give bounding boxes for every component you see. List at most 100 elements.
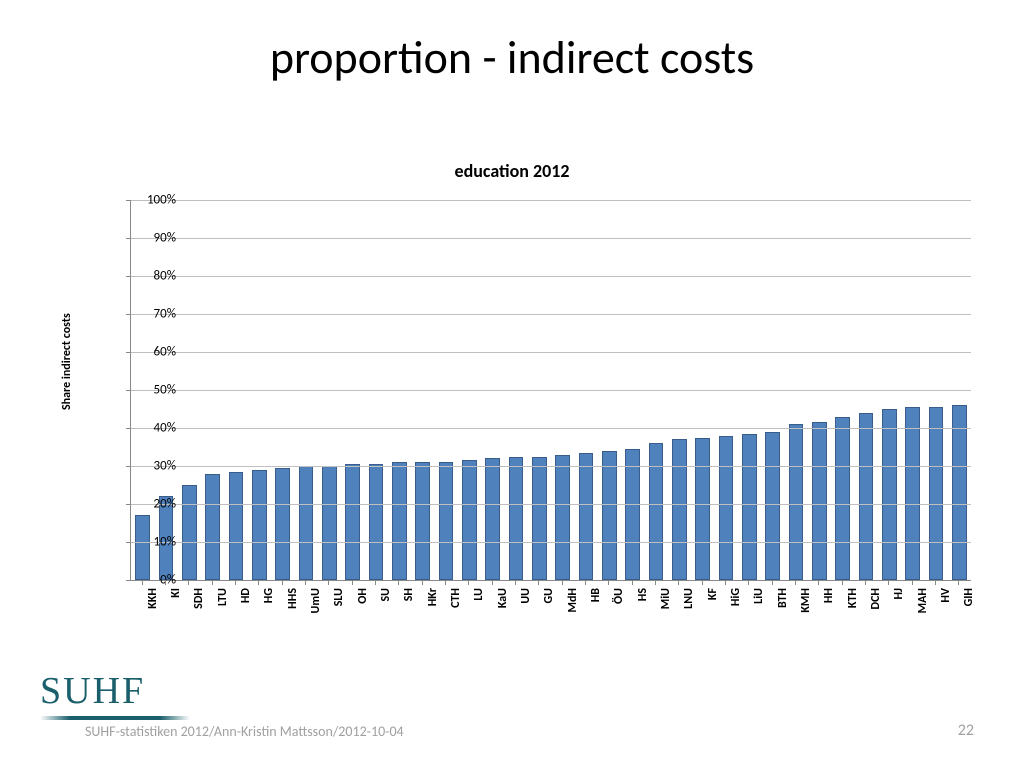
- x-tick-label: KTH: [846, 588, 860, 608]
- bar: [229, 472, 243, 580]
- bar: [719, 436, 733, 580]
- x-tick-label: HHS: [286, 588, 300, 609]
- x-tick-label: GU: [542, 588, 556, 603]
- bar: [462, 460, 476, 580]
- bar: [579, 453, 593, 580]
- grid-line: [131, 200, 971, 201]
- x-tick-mark: [655, 580, 656, 585]
- y-tick-label: 0%: [126, 573, 176, 588]
- bar: [625, 449, 639, 580]
- x-tick-label: SDH: [192, 588, 206, 609]
- bar: [415, 462, 429, 580]
- bar: [952, 405, 966, 580]
- x-tick-label: HKr: [426, 588, 440, 606]
- y-tick-label: 30%: [126, 459, 176, 474]
- chart-title: education 2012: [0, 160, 1024, 182]
- x-tick-mark: [212, 580, 213, 585]
- bar: [392, 462, 406, 580]
- bar: [182, 485, 196, 580]
- x-tick-mark: [492, 580, 493, 585]
- bar: [835, 417, 849, 580]
- x-tick-label: HiG: [729, 588, 743, 606]
- x-tick-mark: [188, 580, 189, 585]
- y-axis-label: Share indirect costs: [60, 313, 74, 410]
- y-tick-label: 40%: [126, 421, 176, 436]
- bar: [275, 468, 289, 580]
- x-tick-label: LU: [472, 588, 486, 601]
- x-tick-mark: [608, 580, 609, 585]
- y-tick-label: 10%: [126, 535, 176, 550]
- x-tick-label: LTU: [216, 588, 230, 606]
- bar: [742, 434, 756, 580]
- x-tick-label: KF: [706, 588, 720, 600]
- y-tick-label: 70%: [126, 307, 176, 322]
- grid-line: [131, 504, 971, 505]
- bar: [929, 407, 943, 580]
- x-tick-label: HG: [262, 588, 276, 603]
- x-tick-mark: [562, 580, 563, 585]
- x-tick-mark: [702, 580, 703, 585]
- x-tick-mark: [725, 580, 726, 585]
- slide: proportion - indirect costs education 20…: [0, 0, 1024, 768]
- bar: [649, 443, 663, 580]
- bar: [695, 438, 709, 581]
- suhf-logo: SUHF: [40, 669, 145, 713]
- bar: [439, 462, 453, 580]
- logo-underline: [40, 716, 190, 720]
- x-tick-mark: [585, 580, 586, 585]
- grid-line: [131, 276, 971, 277]
- x-tick-mark: [515, 580, 516, 585]
- x-tick-label: HB: [589, 588, 603, 602]
- bar: [812, 422, 826, 580]
- x-tick-mark: [258, 580, 259, 585]
- x-tick-label: GIH: [962, 588, 976, 606]
- bar: [859, 413, 873, 580]
- bar: [602, 451, 616, 580]
- x-tick-mark: [235, 580, 236, 585]
- x-tick-label: SH: [402, 588, 416, 601]
- x-tick-mark: [678, 580, 679, 585]
- grid-line: [131, 542, 971, 543]
- y-tick-label: 100%: [126, 193, 176, 208]
- grid-line: [131, 314, 971, 315]
- x-tick-label: SU: [379, 588, 393, 602]
- y-tick-label: 20%: [126, 497, 176, 512]
- grid-line: [131, 466, 971, 467]
- x-tick-mark: [445, 580, 446, 585]
- x-tick-mark: [958, 580, 959, 585]
- x-tick-label: MdH: [566, 588, 580, 613]
- bar: [905, 407, 919, 580]
- x-tick-mark: [165, 580, 166, 585]
- x-tick-label: HD: [239, 588, 253, 603]
- chart-plot-area: [130, 200, 971, 581]
- x-tick-mark: [818, 580, 819, 585]
- x-tick-mark: [912, 580, 913, 585]
- bar: [369, 464, 383, 580]
- x-tick-mark: [398, 580, 399, 585]
- x-tick-mark: [142, 580, 143, 585]
- x-tick-label: HV: [939, 588, 953, 603]
- x-tick-label: HS: [636, 588, 650, 601]
- footer-source: SUHF-statistiken 2012/Ann-Kristin Mattss…: [85, 723, 404, 740]
- bar: [532, 457, 546, 581]
- x-tick-mark: [422, 580, 423, 585]
- x-tick-label: LiU: [752, 588, 766, 604]
- bar: [789, 424, 803, 580]
- x-tick-label: HJ: [892, 588, 906, 600]
- x-tick-label: KKH: [146, 588, 160, 609]
- x-tick-mark: [795, 580, 796, 585]
- y-tick-label: 90%: [126, 231, 176, 246]
- bar: [509, 457, 523, 581]
- bar: [765, 432, 779, 580]
- page-title: proportion - indirect costs: [0, 30, 1024, 86]
- x-tick-label: KaU: [496, 588, 510, 608]
- bar: [555, 455, 569, 580]
- x-tick-label: MiU: [659, 588, 673, 609]
- bar: [252, 470, 266, 580]
- x-tick-label: KMH: [799, 588, 813, 613]
- bar: [322, 466, 336, 580]
- x-tick-mark: [282, 580, 283, 585]
- bar: [672, 439, 686, 580]
- x-tick-mark: [375, 580, 376, 585]
- x-tick-mark: [842, 580, 843, 585]
